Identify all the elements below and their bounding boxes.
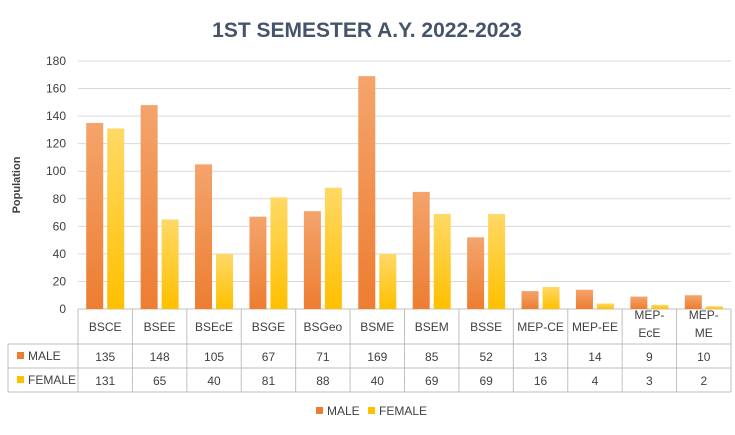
table-value: 14: [588, 350, 602, 364]
bar-male: [140, 105, 158, 309]
table-value: 148: [150, 350, 170, 364]
category-label: BSCE: [89, 320, 122, 334]
table-legend-key: [17, 376, 24, 383]
table-value: 88: [316, 374, 330, 388]
table-value: 67: [262, 350, 276, 364]
table-value: 81: [262, 374, 276, 388]
bar-male: [249, 216, 267, 309]
bar-female: [488, 213, 506, 309]
y-tick-label: 40: [53, 247, 67, 261]
table-value: 69: [479, 374, 493, 388]
category-label: BSEcE: [195, 320, 233, 334]
legend-label: MALE: [327, 404, 360, 418]
y-tick-label: 140: [46, 109, 66, 123]
table-value: 69: [425, 374, 439, 388]
table-legend-key: [17, 352, 24, 359]
bar-male: [630, 296, 648, 309]
bar-female: [324, 187, 342, 309]
category-label: BSSE: [470, 320, 502, 334]
bar-male: [521, 291, 539, 309]
labels-layer: 0 20 40 60 80 100 120 140 160 180: [46, 54, 66, 316]
bar-male: [684, 295, 702, 309]
bar-female: [379, 253, 397, 309]
bar-female: [161, 219, 179, 309]
y-tick-label: 0: [59, 302, 66, 316]
y-tick-label: 120: [46, 137, 66, 151]
category-label: MEP-EE: [572, 320, 618, 334]
y-tick-label: 20: [53, 274, 67, 288]
category-label: BSEM: [415, 320, 449, 334]
table-value: 169: [367, 350, 387, 364]
table-value: 131: [95, 374, 115, 388]
legend-swatch: [368, 407, 375, 414]
y-axis-title: Population: [11, 156, 23, 213]
table-value: 4: [592, 374, 599, 388]
y-tick-label: 60: [53, 219, 67, 233]
grid-layer: [78, 60, 731, 282]
table-series-label: MALE: [28, 349, 61, 363]
y-tick-label: 80: [53, 192, 67, 206]
table-value: 135: [95, 350, 115, 364]
bar-female: [651, 304, 669, 309]
bar-female: [596, 303, 614, 309]
table-value: 71: [316, 350, 330, 364]
bar-female: [270, 197, 288, 309]
y-tick-label: 180: [46, 54, 66, 68]
legend: MALE FEMALE: [316, 404, 427, 418]
data-table: BSCE BSEE BSEcE BSGE BSGeo BSME BSEM BSSE MEP-CE…: [7, 308, 732, 393]
table-value: 105: [204, 350, 224, 364]
table-value: 9: [646, 350, 653, 364]
category-label: BSGeo: [304, 320, 343, 334]
category-label: MEP-CE: [517, 320, 564, 334]
table-value: 16: [534, 374, 548, 388]
category-label: ME: [695, 326, 713, 340]
bar-male: [467, 237, 485, 309]
table-value: 13: [534, 350, 548, 364]
table-value: 2: [700, 374, 707, 388]
category-label: MEP-: [689, 308, 719, 322]
table-value: 10: [697, 350, 711, 364]
category-label: MEP-: [634, 308, 664, 322]
bar-male: [358, 76, 376, 310]
y-tick-label: 100: [46, 164, 66, 178]
bar-male: [412, 191, 430, 309]
legend-swatch: [316, 407, 323, 414]
category-label: BSME: [360, 320, 394, 334]
bar-female: [542, 286, 560, 309]
category-label: BSEE: [144, 320, 176, 334]
bar-male: [575, 289, 593, 309]
table-value: 65: [153, 374, 167, 388]
bar-female: [216, 253, 234, 309]
chart-title: 1ST SEMESTER A.Y. 2022-2023: [212, 19, 522, 42]
bar-female: [107, 128, 125, 309]
bar-male: [86, 123, 104, 309]
bar-female: [433, 213, 451, 309]
table-series-label: FEMALE: [28, 373, 76, 387]
legend-label: FEMALE: [379, 404, 427, 418]
bar-male: [303, 211, 321, 309]
category-label: BSGE: [252, 320, 285, 334]
bars-layer: [86, 76, 723, 310]
table-value: 85: [425, 350, 439, 364]
bar-female: [705, 306, 723, 309]
table-value: 40: [371, 374, 385, 388]
table-value: 3: [646, 374, 653, 388]
category-label: EcE: [638, 326, 660, 340]
y-tick-label: 160: [46, 82, 66, 96]
table-value: 52: [479, 350, 493, 364]
bar-male: [195, 164, 213, 309]
table-value: 40: [207, 374, 221, 388]
